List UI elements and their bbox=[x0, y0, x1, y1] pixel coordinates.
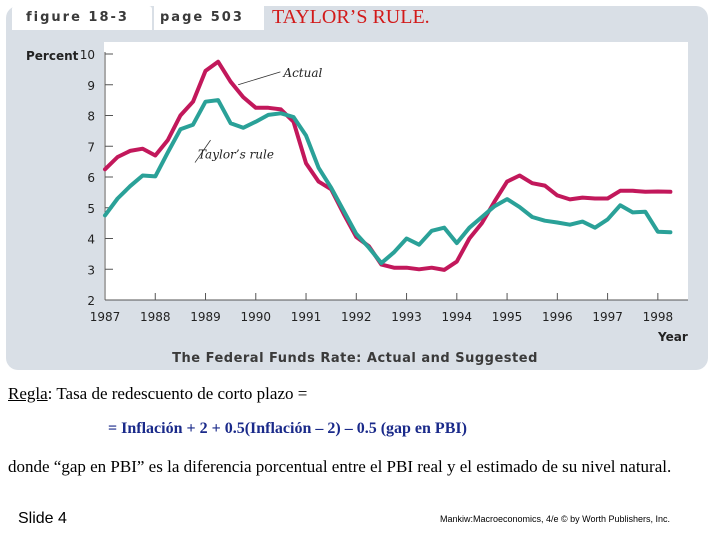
page-tab bbox=[154, 6, 264, 30]
y-tick-label: 6 bbox=[87, 171, 95, 185]
definition-text: donde “gap en PBI” es la diferencia porc… bbox=[8, 457, 672, 476]
y-tick-label: 10 bbox=[80, 48, 95, 62]
x-tick-label: 1987 bbox=[90, 310, 121, 324]
y-axis-label: Percent bbox=[26, 49, 79, 63]
annotation-label: Taylor’s rule bbox=[198, 148, 274, 162]
y-tick-label: 3 bbox=[87, 263, 95, 277]
x-axis-label: Year bbox=[657, 330, 688, 344]
y-tick-label: 7 bbox=[87, 140, 95, 154]
series-line-actual bbox=[103, 59, 673, 272]
y-tick-label: 4 bbox=[87, 233, 95, 247]
x-tick-label: 1994 bbox=[442, 310, 473, 324]
annotation-leader bbox=[238, 71, 281, 86]
credit-line: Mankiw:Macroeconomics, 4/e © by Worth Pu… bbox=[440, 514, 671, 524]
x-tick-label: 1989 bbox=[190, 310, 221, 324]
x-tick-label: 1988 bbox=[140, 310, 171, 324]
x-tick-label: 1996 bbox=[542, 310, 573, 324]
x-tick-label: 1991 bbox=[291, 310, 322, 324]
figure-tab bbox=[12, 6, 152, 30]
chart-title: The Federal Funds Rate: Actual and Sugge… bbox=[172, 351, 538, 366]
series-layer bbox=[103, 59, 673, 272]
y-tick-label: 8 bbox=[87, 110, 95, 124]
rule-text: : Tasa de redescuento de corto plazo = bbox=[47, 384, 308, 403]
slide-number: Slide 4 bbox=[18, 510, 67, 527]
x-tick-label: 1997 bbox=[592, 310, 623, 324]
x-tick-label: 1995 bbox=[492, 310, 523, 324]
x-tick-label: 1992 bbox=[341, 310, 372, 324]
y-tick-label: 5 bbox=[87, 202, 95, 216]
axes: 2 3 4 5 6 7 8 9 10 1987 1988 1989 1990 1991 1992 1993 19… bbox=[80, 48, 688, 324]
formula: = Inflación + 2 + 0.5(Inflación – 2) – 0… bbox=[108, 420, 467, 437]
x-tick-label: 1998 bbox=[643, 310, 674, 324]
plot-area bbox=[104, 42, 688, 300]
x-tick-label: 1990 bbox=[241, 310, 272, 324]
y-tick-label: 9 bbox=[87, 79, 95, 93]
y-tick-label: 2 bbox=[87, 294, 95, 308]
series-line-taylor-s-rule bbox=[103, 98, 673, 266]
rule-label: Regla bbox=[8, 384, 48, 403]
page-label: page 503 bbox=[160, 10, 244, 25]
slide-title: TAYLOR’S RULE. bbox=[272, 6, 430, 28]
annotation-leader bbox=[194, 139, 211, 163]
x-tick-label: 1993 bbox=[391, 310, 422, 324]
figure-label: figure 18-3 bbox=[26, 10, 129, 25]
annotation-label: Actual bbox=[282, 66, 322, 80]
annotation-layer: Actual Taylor’s rule bbox=[194, 66, 323, 163]
rule-line: Regla: Tasa de redescuento de corto plaz… bbox=[8, 384, 307, 404]
